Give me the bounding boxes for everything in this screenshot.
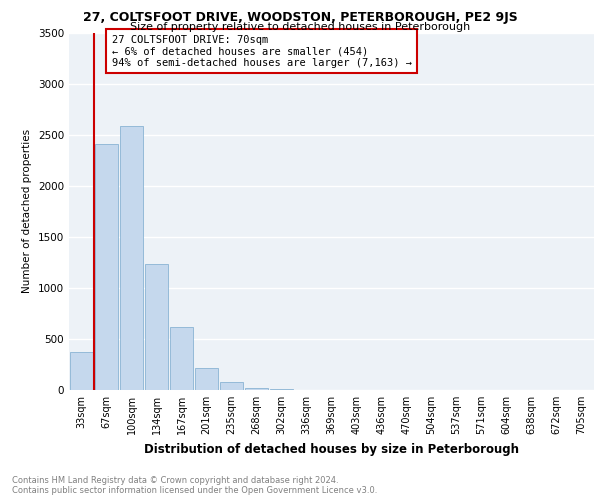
- Bar: [170, 326, 193, 390]
- Text: Size of property relative to detached houses in Peterborough: Size of property relative to detached ho…: [130, 22, 470, 32]
- Bar: [245, 388, 268, 390]
- X-axis label: Distribution of detached houses by size in Peterborough: Distribution of detached houses by size …: [144, 442, 519, 456]
- Bar: [145, 264, 168, 390]
- Bar: [95, 144, 118, 390]
- Bar: [195, 368, 218, 390]
- Bar: [220, 382, 243, 390]
- Text: Contains HM Land Registry data © Crown copyright and database right 2024.
Contai: Contains HM Land Registry data © Crown c…: [12, 476, 377, 495]
- Text: 27, COLTSFOOT DRIVE, WOODSTON, PETERBOROUGH, PE2 9JS: 27, COLTSFOOT DRIVE, WOODSTON, PETERBORO…: [83, 11, 517, 24]
- Bar: [70, 352, 93, 390]
- Text: 27 COLTSFOOT DRIVE: 70sqm
← 6% of detached houses are smaller (454)
94% of semi-: 27 COLTSFOOT DRIVE: 70sqm ← 6% of detach…: [112, 34, 412, 68]
- Y-axis label: Number of detached properties: Number of detached properties: [22, 129, 32, 294]
- Bar: [120, 126, 143, 390]
